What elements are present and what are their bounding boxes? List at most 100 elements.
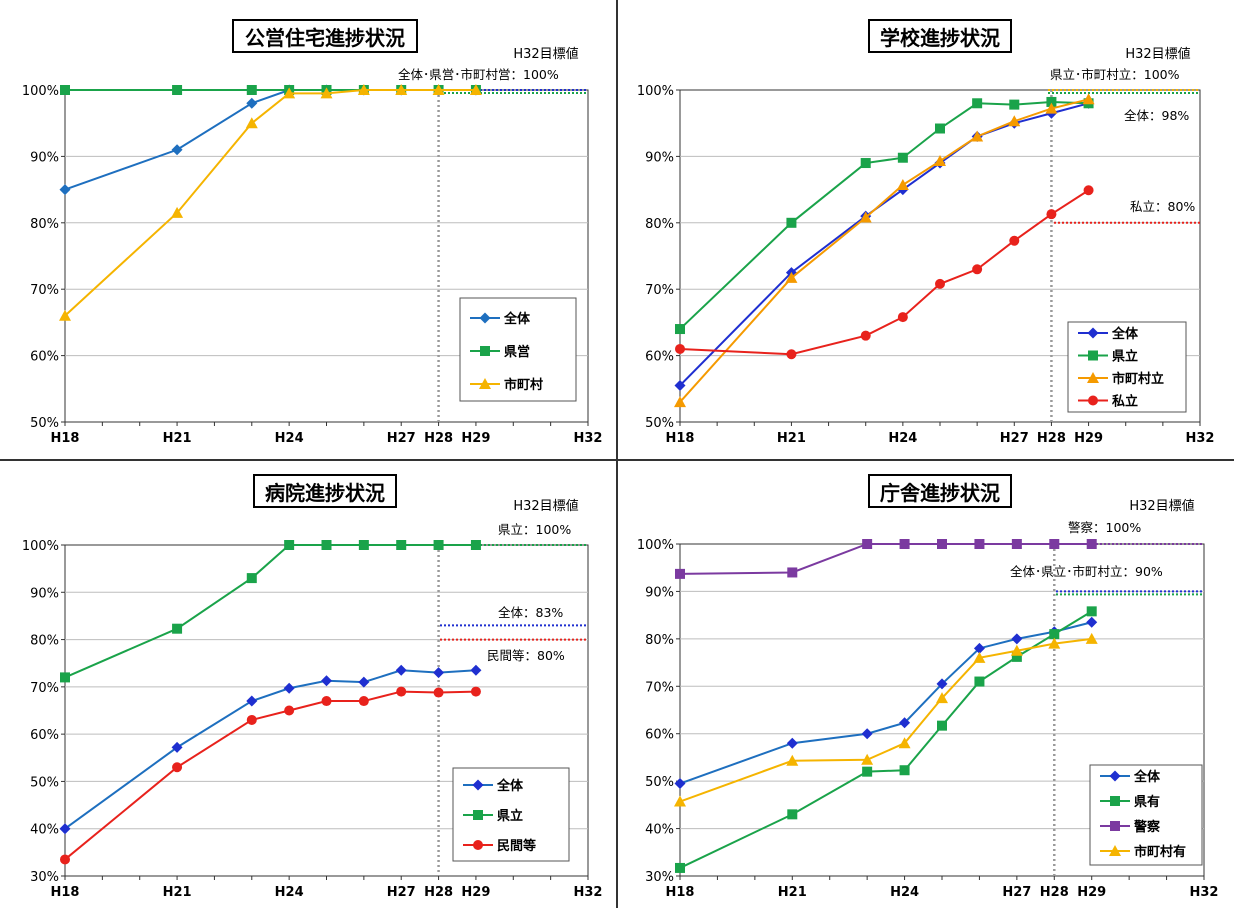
y-tick-label: 90%	[30, 586, 59, 601]
x-tick-label: H24	[888, 431, 917, 446]
data-point	[860, 158, 871, 169]
x-tick-label: H18	[666, 431, 695, 446]
data-point	[60, 672, 70, 683]
data-point	[899, 539, 910, 549]
legend-marker	[1109, 845, 1121, 856]
data-point	[861, 753, 874, 765]
legend-label: 県営	[504, 344, 530, 360]
data-point	[862, 539, 873, 549]
data-point	[787, 809, 798, 820]
y-tick-label: 80%	[645, 217, 674, 232]
data-point	[395, 664, 407, 676]
legend-marker	[1110, 821, 1120, 831]
data-point	[358, 540, 369, 550]
data-point	[1049, 539, 1060, 549]
legend-label: 県立	[497, 808, 523, 824]
data-point	[1049, 629, 1060, 640]
y-tick-label: 100%	[637, 84, 674, 99]
data-point	[432, 84, 445, 95]
data-point	[675, 568, 685, 579]
data-point	[935, 278, 945, 289]
data-point	[974, 676, 985, 687]
legend-label: 市町村立	[1112, 371, 1164, 387]
data-point	[937, 539, 947, 549]
data-point	[246, 85, 257, 95]
data-point	[897, 152, 908, 163]
x-tick-label: H28	[1037, 431, 1066, 446]
y-tick-label: 60%	[30, 350, 59, 365]
x-tick-label: H28	[424, 885, 453, 900]
data-point	[172, 85, 183, 95]
x-tick-label: H32	[1186, 431, 1215, 446]
chart-panel-2: 50% 60% 70% 80% 90% 100% H18 H21 H24 H27 H28 H29 H32…	[637, 19, 1215, 446]
data-point	[60, 854, 70, 865]
legend-marker	[473, 810, 483, 820]
legend-label: 警察	[1134, 819, 1161, 835]
y-tick-label: 50%	[30, 775, 59, 790]
series-市町村立	[674, 93, 1095, 408]
data-point	[171, 741, 183, 753]
x-tick-label: H27	[1002, 885, 1031, 900]
data-point	[675, 324, 685, 335]
data-point	[60, 85, 70, 95]
data-point	[395, 84, 408, 95]
legend-marker	[1087, 327, 1099, 339]
x-tick-label: H29	[461, 885, 490, 900]
chart-title: 庁舎進捗状況	[880, 481, 1000, 505]
x-tick-label: H27	[1000, 431, 1029, 446]
data-point	[1086, 606, 1097, 617]
data-point	[358, 676, 370, 688]
data-point	[935, 123, 945, 134]
target-label: 私立：80%	[1130, 199, 1195, 214]
legend-marker	[1110, 796, 1120, 806]
y-tick-label: 70%	[30, 283, 59, 298]
series-民間等	[60, 686, 481, 865]
target-heading: H32目標値	[513, 498, 578, 514]
data-point	[358, 696, 369, 707]
chart-title: 病院進捗状況	[265, 481, 385, 505]
x-tick-label: H24	[275, 885, 304, 900]
data-point	[1048, 637, 1061, 649]
legend-marker	[480, 346, 490, 356]
x-tick-label: H27	[387, 431, 416, 446]
data-point	[860, 330, 871, 341]
legend-label: 市町村	[504, 377, 543, 393]
y-tick-label: 30%	[645, 870, 674, 885]
y-tick-label: 60%	[645, 350, 674, 365]
data-point	[1086, 616, 1098, 628]
data-point	[172, 623, 183, 634]
data-point	[862, 766, 873, 777]
y-tick-label: 30%	[30, 870, 59, 885]
data-point	[470, 540, 481, 550]
data-point	[934, 155, 946, 167]
y-tick-label: 70%	[30, 681, 59, 696]
data-point	[899, 765, 910, 776]
y-tick-label: 80%	[30, 217, 59, 232]
data-point	[1045, 102, 1058, 114]
data-point	[674, 795, 686, 807]
data-point	[396, 540, 407, 550]
series-警察	[675, 539, 1097, 579]
y-tick-label: 80%	[645, 633, 674, 648]
data-point	[284, 540, 295, 550]
x-tick-label: H21	[778, 885, 807, 900]
legend-marker	[472, 779, 484, 791]
data-point	[972, 264, 983, 275]
x-tick-label: H28	[424, 431, 453, 446]
y-tick-label: 70%	[645, 283, 674, 298]
legend-label: 全体	[496, 778, 524, 794]
data-point	[786, 349, 797, 360]
series-県有	[675, 606, 1097, 873]
data-point	[396, 686, 407, 697]
x-tick-label: H32	[574, 431, 603, 446]
data-point	[283, 682, 295, 694]
data-point	[320, 87, 333, 99]
x-tick-label: H21	[163, 885, 192, 900]
data-point	[674, 778, 686, 790]
x-tick-label: H24	[275, 431, 304, 446]
legend-label: 全体	[503, 311, 531, 327]
target-label: 県立･市町村立：100%	[1050, 67, 1180, 82]
